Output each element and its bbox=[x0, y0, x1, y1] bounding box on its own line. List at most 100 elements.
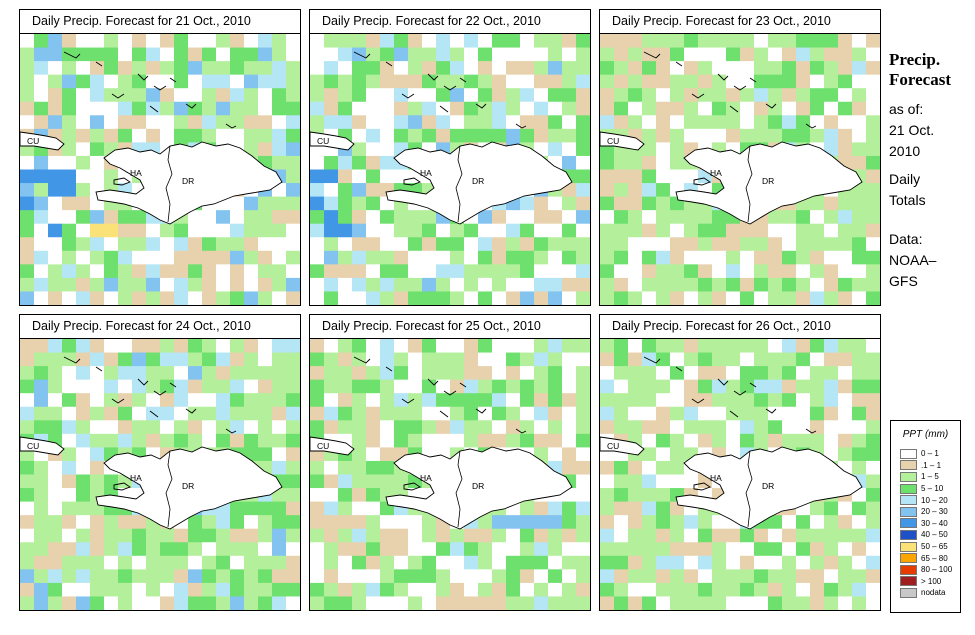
precip-cell bbox=[824, 196, 839, 211]
precip-cell bbox=[188, 101, 203, 116]
precip-cell bbox=[450, 115, 465, 130]
precip-cell bbox=[642, 447, 657, 462]
precip-cell bbox=[684, 406, 699, 421]
precip-cell bbox=[62, 277, 77, 292]
legend-swatch bbox=[900, 529, 917, 540]
precip-cell bbox=[34, 277, 49, 292]
precip-cell bbox=[160, 264, 175, 279]
precip-cell bbox=[408, 115, 423, 130]
precip-cell bbox=[394, 47, 409, 62]
precip-cell bbox=[642, 128, 657, 143]
precip-cell bbox=[506, 339, 521, 354]
precip-cell bbox=[852, 393, 867, 408]
precip-cell bbox=[258, 61, 273, 76]
precip-cell bbox=[478, 366, 493, 381]
precip-cell bbox=[478, 569, 493, 584]
precip-cell bbox=[436, 393, 451, 408]
precip-cell bbox=[464, 47, 479, 62]
precip-cell bbox=[600, 555, 615, 570]
precip-cell bbox=[216, 596, 231, 610]
precip-cell bbox=[796, 515, 811, 530]
precip-cell bbox=[244, 264, 259, 279]
precip-cell bbox=[698, 115, 713, 130]
precip-cell bbox=[754, 291, 769, 305]
precip-cell bbox=[230, 210, 245, 225]
precip-cell bbox=[310, 460, 325, 475]
precip-cell bbox=[408, 366, 423, 381]
precip-cell bbox=[656, 406, 671, 421]
legend-swatch bbox=[900, 518, 917, 529]
precip-cell bbox=[768, 291, 783, 305]
precip-cell bbox=[712, 291, 727, 305]
precip-cell bbox=[698, 101, 713, 116]
precip-cell bbox=[286, 596, 300, 610]
precip-cell bbox=[478, 515, 493, 530]
precip-cell bbox=[726, 555, 741, 570]
precip-cell bbox=[286, 501, 300, 516]
bahamas-island-outline bbox=[459, 382, 467, 388]
precip-cell bbox=[576, 596, 590, 610]
precip-cell bbox=[450, 34, 465, 49]
legend-label: 40 – 50 bbox=[921, 530, 948, 540]
precip-cell bbox=[230, 223, 245, 238]
precip-cell bbox=[852, 501, 867, 516]
precip-cell bbox=[272, 237, 287, 252]
precip-cell bbox=[562, 542, 577, 557]
precip-cell bbox=[48, 47, 63, 62]
precip-cell bbox=[76, 128, 91, 143]
precip-cell bbox=[394, 115, 409, 130]
precip-cell bbox=[216, 555, 231, 570]
precip-cell bbox=[338, 88, 353, 103]
precip-cell bbox=[352, 223, 367, 238]
precip-cell bbox=[324, 582, 339, 597]
precip-cell bbox=[90, 101, 105, 116]
precip-cell bbox=[272, 88, 287, 103]
precip-cell bbox=[258, 569, 273, 584]
precip-cell bbox=[450, 277, 465, 292]
precip-cell bbox=[782, 542, 797, 557]
precip-cell bbox=[478, 582, 493, 597]
precip-cell bbox=[230, 420, 245, 435]
precip-cell bbox=[188, 88, 203, 103]
precip-cell bbox=[492, 393, 507, 408]
precip-cell bbox=[726, 223, 741, 238]
precip-cell bbox=[866, 501, 880, 516]
bahamas-island-outline bbox=[95, 61, 103, 67]
precip-cell bbox=[548, 569, 563, 584]
precip-cell bbox=[408, 128, 423, 143]
precip-cell bbox=[202, 210, 217, 225]
precip-cell bbox=[436, 237, 451, 252]
precip-cell bbox=[272, 339, 287, 354]
precip-cell bbox=[838, 366, 853, 381]
precip-cell bbox=[810, 555, 825, 570]
precip-cell bbox=[90, 460, 105, 475]
haiti-dr-border bbox=[165, 145, 173, 223]
precip-cell bbox=[62, 223, 77, 238]
precip-cell bbox=[118, 128, 133, 143]
precip-cell bbox=[202, 101, 217, 116]
precip-cell bbox=[464, 34, 479, 49]
precip-cell bbox=[506, 277, 521, 292]
precip-cell bbox=[286, 474, 300, 489]
precip-cell bbox=[436, 339, 451, 354]
precip-cell bbox=[76, 264, 91, 279]
precip-cell bbox=[768, 528, 783, 543]
legend-label: 20 – 30 bbox=[921, 507, 948, 517]
precip-cell bbox=[642, 237, 657, 252]
precip-cell bbox=[338, 515, 353, 530]
precip-cell bbox=[48, 366, 63, 381]
precip-cell bbox=[216, 61, 231, 76]
precip-cell bbox=[76, 542, 91, 557]
legend-swatch bbox=[900, 587, 917, 598]
precip-cell bbox=[436, 528, 451, 543]
precip-cell bbox=[258, 420, 273, 435]
cuba-label: CU bbox=[317, 136, 329, 146]
legend-label: nodata bbox=[921, 588, 946, 598]
precip-cell bbox=[118, 379, 133, 394]
precip-cell bbox=[90, 115, 105, 130]
precip-cell bbox=[422, 352, 437, 367]
precip-cell bbox=[506, 569, 521, 584]
precip-cell bbox=[656, 264, 671, 279]
precip-cell bbox=[614, 569, 629, 584]
precip-cell bbox=[670, 61, 685, 76]
